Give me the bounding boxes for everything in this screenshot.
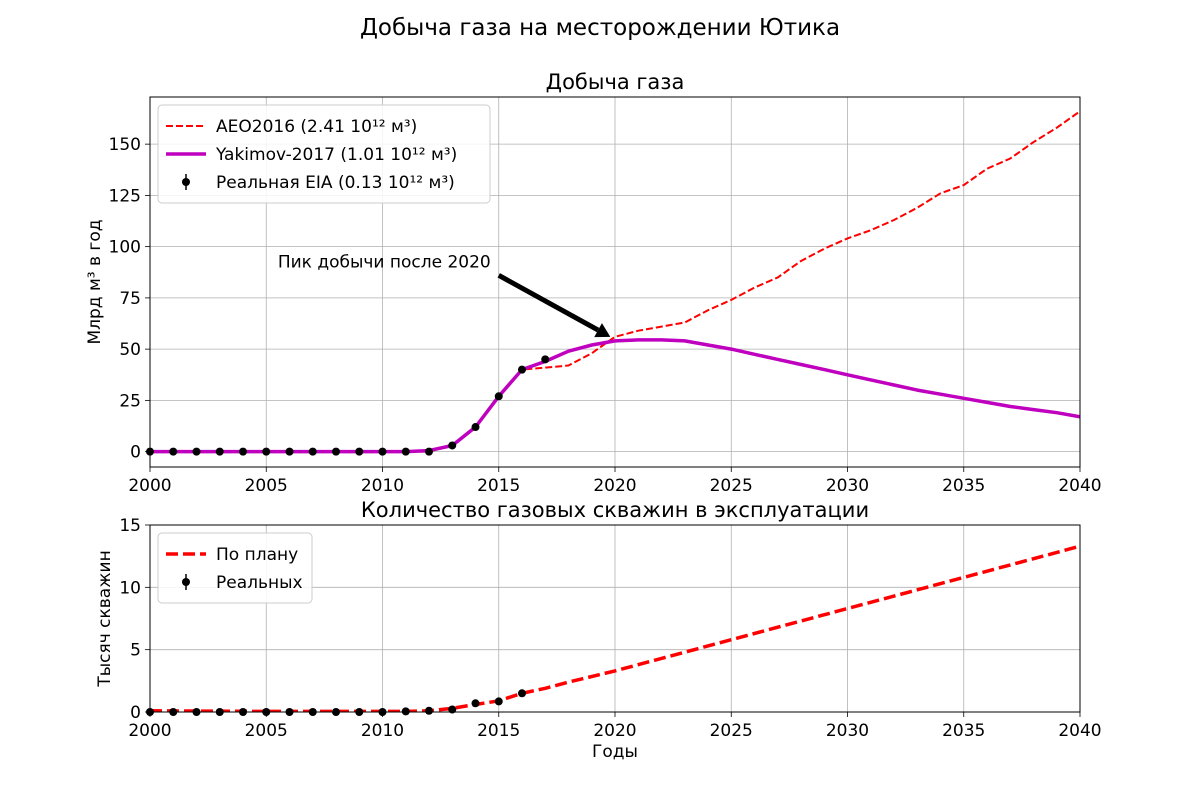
plot-area	[150, 544, 1080, 712]
y-tick-label: 100	[109, 238, 141, 258]
y-tick-label: 25	[119, 391, 141, 411]
plot-area	[150, 110, 1080, 454]
data-point	[378, 708, 387, 716]
x-tick-label: 2015	[477, 476, 520, 496]
y-tick-label: 10	[119, 578, 141, 598]
y-axis-label: Млрд м³ в год	[85, 219, 105, 344]
y-tick-label: 5	[130, 641, 141, 661]
axes-frame	[149, 96, 1081, 468]
x-tick-label: 2040	[1058, 721, 1101, 741]
production-chart: 2000 2005 2010 2015 2020 2025 2030 2035 2040 0 25 5…	[85, 70, 1102, 496]
y-tick-label: 15	[119, 516, 141, 536]
data-point	[262, 447, 271, 456]
chart-title: Добыча газа	[546, 70, 685, 94]
data-point	[355, 447, 364, 456]
x-tick-label: 2000	[128, 721, 171, 741]
legend-box	[157, 532, 313, 604]
data-point	[215, 447, 224, 456]
wells-chart: 2000 2005 2010 2015 2020 2025 2030 2035 2040 0 5 10…	[95, 498, 1102, 762]
data-point	[518, 365, 526, 374]
legend: AEO2016 (2.41 10¹² м³) Yakimov-2017 (1.01…	[157, 104, 491, 204]
data-point	[448, 441, 457, 450]
y-tick-label: 0	[130, 443, 141, 463]
x-tick-label: 2025	[710, 476, 753, 496]
axes-frame	[149, 524, 1081, 713]
annotation-arrow	[497, 273, 600, 333]
legend-label: Реальных	[216, 573, 303, 593]
data-point	[425, 447, 433, 456]
x-tick-label: 2040	[1058, 476, 1101, 496]
legend-marker	[182, 178, 190, 186]
figure-title: Добыча газа на месторождении Ютика	[360, 15, 840, 41]
data-point	[401, 447, 410, 456]
x-tick-label: 2010	[361, 476, 404, 496]
data-point	[401, 707, 410, 716]
data-point	[285, 447, 294, 456]
data-point	[146, 708, 154, 716]
x-tick-label: 2015	[477, 721, 520, 741]
data-point	[494, 697, 503, 706]
data-point	[239, 447, 247, 456]
y-tick-label: 125	[109, 186, 141, 206]
annotation-text: Пик добычи после 2020	[278, 252, 491, 272]
data-point	[308, 708, 317, 716]
data-point	[448, 705, 457, 714]
series-line	[150, 544, 1080, 712]
legend-label: AEO2016 (2.41 10¹² м³)	[216, 117, 417, 137]
legend: По плану Реальных	[157, 532, 313, 604]
legend-label: Yakimov-2017 (1.01 10¹² м³)	[215, 145, 457, 165]
series-line	[150, 338, 1080, 454]
x-tick-label: 2020	[593, 476, 636, 496]
data-point	[169, 708, 178, 716]
data-point	[471, 699, 480, 708]
x-tick-label: 2020	[593, 721, 636, 741]
data-point	[285, 708, 294, 716]
data-point	[518, 689, 526, 698]
data-point	[146, 447, 154, 456]
x-tick-label: 2035	[942, 476, 985, 496]
x-tick-label: 2025	[710, 721, 753, 741]
y-tick-label: 0	[130, 703, 141, 723]
legend-marker	[182, 578, 190, 586]
y-tick-label: 150	[109, 135, 141, 155]
x-axis-label: Годы	[592, 742, 638, 762]
annotation-arrowhead	[594, 323, 611, 338]
x-tick-label: 2030	[826, 476, 869, 496]
data-point	[471, 423, 480, 432]
x-tick-label: 2010	[361, 721, 404, 741]
data-point	[192, 708, 201, 716]
data-point	[239, 708, 247, 716]
data-point	[169, 447, 178, 456]
data-point	[378, 447, 387, 456]
legend-label: Реальная EIA (0.13 10¹² м³)	[216, 173, 455, 193]
data-point	[425, 706, 433, 715]
x-tick-label: 2005	[245, 721, 288, 741]
data-point	[192, 447, 201, 456]
chart-title: Количество газовых скважин в эксплуатаци…	[361, 498, 869, 522]
data-point	[308, 447, 317, 456]
data-point	[332, 708, 340, 716]
legend-label: По плану	[216, 545, 298, 565]
data-point	[215, 708, 224, 716]
x-tick-label: 2005	[245, 476, 288, 496]
x-tick-label: 2030	[826, 721, 869, 741]
legend-box	[157, 104, 491, 204]
data-point	[355, 708, 364, 716]
y-tick-label: 75	[119, 289, 141, 309]
data-point	[262, 708, 271, 716]
x-tick-label: 2035	[942, 721, 985, 741]
y-tick-label: 50	[119, 340, 141, 360]
y-axis-label: Тысяч скважин	[95, 550, 115, 687]
data-point	[541, 355, 550, 364]
data-point	[332, 447, 340, 456]
x-tick-label: 2000	[128, 476, 171, 496]
data-point	[494, 392, 503, 401]
